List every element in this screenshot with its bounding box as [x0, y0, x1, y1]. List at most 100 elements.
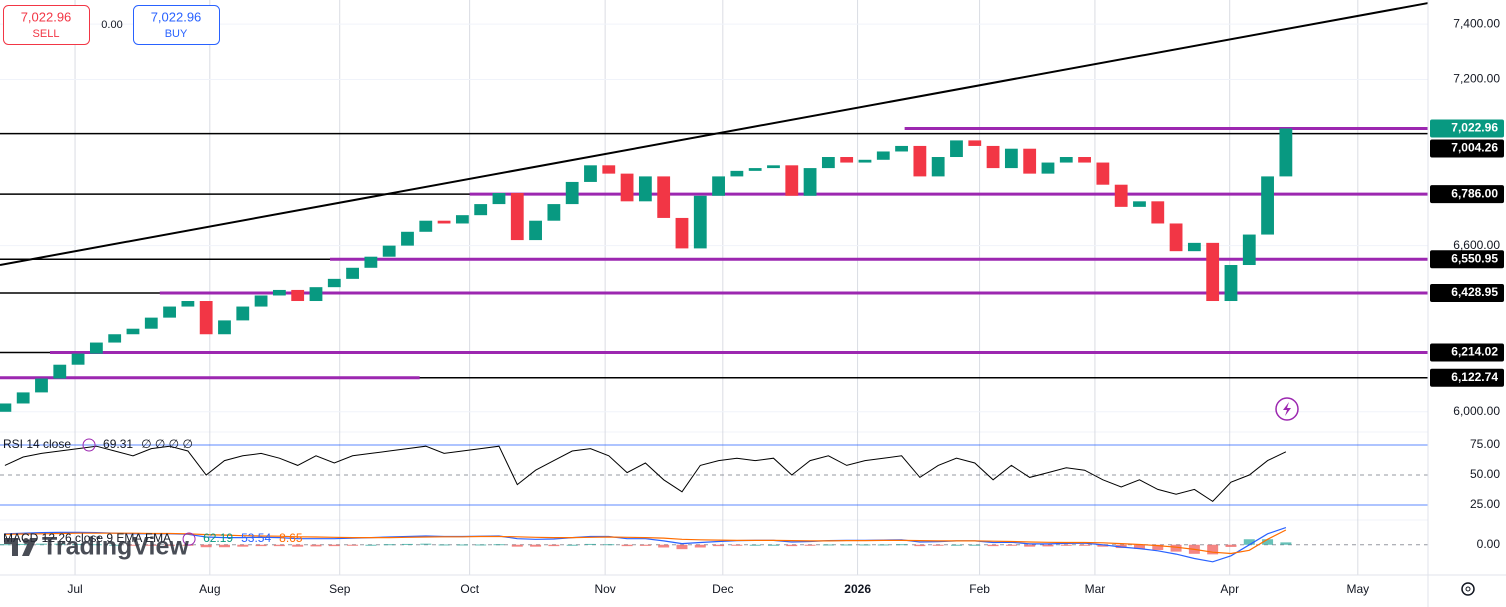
alert-icon[interactable]	[1275, 397, 1299, 421]
histogram-bar	[72, 543, 84, 545]
y-tick-label: 75.00	[1470, 437, 1500, 451]
candle	[1242, 234, 1256, 266]
spread: 0.00	[101, 19, 122, 31]
settings-gear[interactable]	[1461, 582, 1475, 596]
candle	[0, 403, 12, 412]
candle	[1096, 162, 1110, 185]
pane-title: RSI 14 close	[3, 437, 71, 451]
histogram-bar	[1024, 544, 1036, 547]
histogram-bar	[310, 544, 322, 547]
histogram-bar	[493, 544, 505, 546]
candle	[254, 295, 268, 307]
price-tag	[1430, 139, 1504, 158]
histogram-bar	[1042, 544, 1054, 547]
candle	[968, 140, 982, 146]
labels-layer: Jul Aug Sep Oct Nov Dec 2026 Feb Mar Apr May 7,400.…	[3, 16, 1504, 596]
candle	[181, 301, 195, 307]
price-tag	[1430, 368, 1504, 387]
price-tag-label: 6,122.74	[1451, 370, 1498, 384]
candle	[1059, 157, 1073, 163]
candle	[71, 353, 85, 365]
y-tick-label: 0.00	[1477, 537, 1501, 551]
candle	[126, 328, 140, 335]
candle	[199, 301, 213, 335]
histogram-bar	[804, 544, 816, 546]
candle	[675, 217, 689, 249]
candle	[1114, 184, 1128, 207]
candle	[1169, 223, 1183, 252]
histogram-bar	[767, 544, 779, 546]
y-tick-label: 25.00	[1470, 497, 1500, 511]
candle	[89, 342, 103, 354]
pane-value: 62.19	[203, 531, 233, 545]
histogram-bar	[109, 544, 121, 546]
candle	[1023, 148, 1037, 174]
x-tick-label: Sep	[329, 582, 351, 596]
candle	[913, 145, 927, 177]
histogram-bar	[1243, 539, 1255, 545]
watermark-logo	[4, 538, 37, 556]
candle	[730, 170, 744, 177]
x-tick-label: Aug	[199, 582, 220, 596]
histogram-bar	[621, 544, 633, 547]
candle	[291, 289, 305, 302]
histogram-bar	[54, 543, 66, 545]
histogram-bar	[17, 543, 29, 545]
candle	[1151, 201, 1165, 224]
histogram-bar	[658, 544, 670, 548]
histogram-bar	[438, 544, 450, 546]
marks-layer	[0, 2, 1429, 563]
histogram-bar	[786, 544, 798, 547]
pane-icon	[82, 438, 96, 452]
price-tag	[1430, 119, 1504, 138]
trade-widget[interactable]: 7,022.96 SELL 0.00 7,022.96 BUY	[3, 5, 220, 45]
candle	[382, 245, 396, 257]
histogram-bar	[896, 544, 908, 546]
candle	[1261, 176, 1274, 235]
histogram-bar	[987, 544, 999, 547]
watermark-logo-dot	[23, 538, 29, 544]
y-tick-label: 7,200.00	[1453, 72, 1500, 86]
candle	[565, 181, 579, 205]
candle	[16, 392, 30, 404]
histogram-bar	[456, 544, 468, 546]
candle	[455, 215, 469, 224]
price-tag	[1430, 185, 1504, 204]
candle	[492, 193, 506, 205]
candle	[748, 168, 762, 171]
price-tag	[1430, 283, 1504, 302]
sell-price: 7,022.96	[21, 9, 72, 24]
histogram-bar	[420, 543, 432, 545]
histogram-bar	[383, 544, 395, 546]
settings-icon[interactable]	[1461, 582, 1475, 596]
candle	[218, 320, 231, 335]
price-tag-label: 6,214.02	[1451, 345, 1498, 359]
histogram-bar	[877, 544, 889, 546]
histogram-bar	[639, 544, 651, 546]
histogram-bar	[365, 544, 377, 546]
price-tag-label: 6,786.00	[1451, 186, 1498, 200]
candle	[712, 176, 725, 196]
candle	[950, 140, 963, 158]
histogram-bar	[566, 544, 578, 546]
buy-label: BUY	[165, 28, 188, 40]
histogram-bar	[1097, 544, 1109, 547]
candle	[35, 378, 48, 393]
histogram-bar	[822, 544, 834, 546]
sell-button[interactable]	[3, 5, 90, 45]
candle	[840, 157, 854, 163]
candle	[547, 204, 561, 221]
histogram-bar	[145, 544, 157, 546]
pane-title: MACD 12 26 close 9 EMA EMA	[3, 531, 171, 545]
price-tag-label: 7,004.26	[1451, 141, 1498, 155]
price-tag-label: 7,022.96	[1451, 121, 1498, 135]
candle	[895, 145, 908, 152]
x-tick-label: Feb	[969, 582, 990, 596]
candle	[785, 165, 799, 196]
x-tick-label: Apr	[1220, 582, 1239, 596]
watermark-text: TradingView	[42, 533, 189, 561]
histogram-bar	[731, 544, 743, 546]
buy-button[interactable]	[133, 5, 220, 45]
